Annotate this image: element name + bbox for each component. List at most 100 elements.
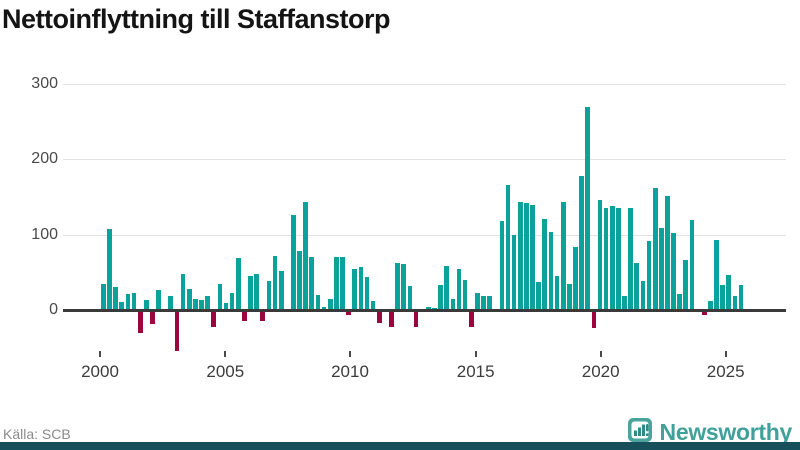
bar-positive[interactable] (585, 106, 591, 310)
bar-positive[interactable] (499, 221, 505, 310)
bar-positive[interactable] (229, 292, 235, 310)
bar-positive[interactable] (156, 289, 161, 310)
bar-positive[interactable] (217, 284, 223, 310)
bar-negative[interactable] (174, 310, 180, 351)
bar-positive[interactable] (671, 233, 676, 310)
bar-positive[interactable] (505, 185, 511, 310)
bar-positive[interactable] (358, 267, 364, 310)
bar-positive[interactable] (334, 257, 339, 310)
bar-positive[interactable] (266, 281, 272, 310)
bar-positive[interactable] (186, 288, 192, 310)
bar-positive[interactable] (487, 296, 492, 310)
bar-negative[interactable] (150, 310, 155, 324)
bar-positive[interactable] (370, 300, 376, 310)
bar-positive[interactable] (616, 207, 621, 310)
bar-positive[interactable] (395, 262, 400, 310)
bar-negative[interactable] (260, 310, 266, 322)
bar-positive[interactable] (119, 302, 125, 310)
x-axis-tick-label: 2015 (456, 362, 495, 381)
bar-positive[interactable] (683, 260, 689, 310)
bar-positive[interactable] (327, 299, 333, 310)
bar-positive[interactable] (603, 208, 609, 310)
gridline (63, 159, 786, 161)
bar-negative[interactable] (413, 310, 419, 328)
bar-positive[interactable] (125, 294, 131, 310)
bar-positive[interactable] (524, 203, 529, 310)
bar-negative[interactable] (389, 310, 394, 328)
bar-positive[interactable] (658, 227, 664, 310)
bar-positive[interactable] (554, 276, 560, 310)
bar-positive[interactable] (462, 279, 468, 310)
bar-positive[interactable] (732, 295, 738, 310)
bar-positive[interactable] (475, 293, 480, 310)
bar-positive[interactable] (640, 280, 646, 310)
bar-positive[interactable] (193, 298, 198, 310)
bar-positive[interactable] (272, 255, 278, 310)
bar-positive[interactable] (278, 270, 284, 310)
bar-negative[interactable] (701, 310, 707, 316)
bar-positive[interactable] (143, 300, 149, 310)
bar-positive[interactable] (622, 296, 627, 310)
bar-positive[interactable] (566, 283, 572, 310)
bar-positive[interactable] (665, 196, 670, 310)
bar-positive[interactable] (726, 275, 732, 310)
bar-positive[interactable] (530, 205, 535, 310)
bar-positive[interactable] (352, 268, 358, 310)
bar-positive[interactable] (223, 303, 229, 310)
bar-positive[interactable] (425, 306, 431, 310)
bar-positive[interactable] (309, 257, 315, 310)
bar-negative[interactable] (468, 310, 474, 328)
bar-positive[interactable] (315, 294, 321, 310)
bar-positive[interactable] (481, 296, 486, 310)
bar-positive[interactable] (438, 285, 443, 310)
bar-positive[interactable] (235, 258, 241, 310)
bar-negative[interactable] (346, 310, 351, 315)
bar-negative[interactable] (137, 310, 143, 334)
bar-positive[interactable] (707, 300, 713, 310)
bar-positive[interactable] (548, 231, 554, 310)
bar-positive[interactable] (107, 229, 112, 310)
bar-positive[interactable] (628, 207, 633, 310)
bar-positive[interactable] (401, 264, 407, 310)
bar-positive[interactable] (407, 285, 413, 310)
bar-negative[interactable] (242, 310, 247, 322)
bar-positive[interactable] (646, 241, 652, 310)
bar-positive[interactable] (560, 202, 566, 310)
bar-negative[interactable] (376, 310, 382, 323)
bar-positive[interactable] (291, 215, 296, 310)
bar-positive[interactable] (597, 200, 603, 310)
bar-positive[interactable] (634, 263, 640, 310)
bar-positive[interactable] (180, 273, 186, 310)
bar-negative[interactable] (211, 310, 217, 327)
bar-positive[interactable] (450, 298, 456, 310)
bar-positive[interactable] (579, 175, 584, 310)
bar-positive[interactable] (101, 283, 106, 310)
bar-positive[interactable] (573, 246, 578, 310)
bar-positive[interactable] (364, 276, 370, 310)
bar-positive[interactable] (536, 282, 542, 310)
bar-positive[interactable] (254, 273, 259, 310)
bar-positive[interactable] (456, 268, 462, 310)
bar-positive[interactable] (689, 220, 695, 310)
bar-positive[interactable] (542, 218, 548, 310)
bar-positive[interactable] (340, 257, 345, 310)
bar-positive[interactable] (444, 265, 450, 310)
bar-positive[interactable] (113, 287, 118, 310)
bar-positive[interactable] (248, 276, 253, 310)
bar-positive[interactable] (168, 295, 174, 310)
bar-positive[interactable] (677, 294, 683, 310)
bar-positive[interactable] (511, 234, 517, 310)
bar-positive[interactable] (652, 188, 658, 310)
bar-positive[interactable] (297, 250, 302, 310)
bar-positive[interactable] (131, 293, 137, 310)
bar-positive[interactable] (303, 201, 309, 310)
bar-positive[interactable] (199, 300, 204, 310)
bar-positive[interactable] (714, 239, 719, 310)
bar-negative[interactable] (591, 310, 597, 329)
bar-positive[interactable] (321, 306, 327, 310)
bar-positive[interactable] (738, 285, 744, 310)
bar-positive[interactable] (517, 202, 523, 310)
bar-positive[interactable] (720, 285, 725, 310)
bar-positive[interactable] (609, 206, 615, 310)
bar-positive[interactable] (205, 295, 210, 310)
